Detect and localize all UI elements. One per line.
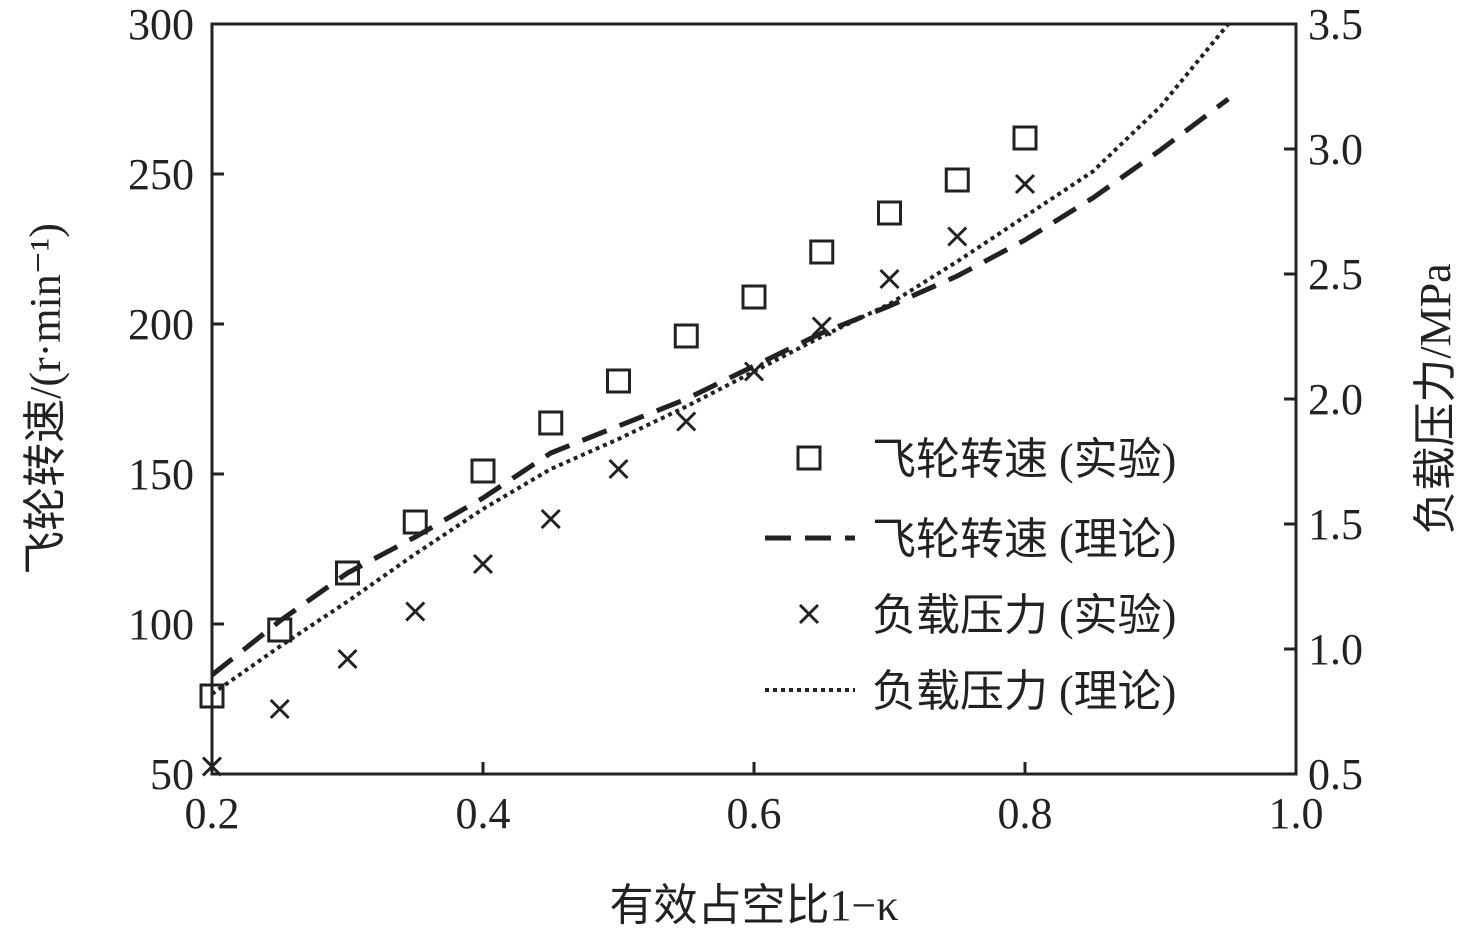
left-y-axis: 50 100 150 200 250 300: [128, 0, 224, 799]
right-y-tick-label: 3.5: [1308, 0, 1363, 49]
right-y-tick-label: 1.5: [1308, 500, 1363, 549]
pressure-point: [405, 601, 426, 622]
pressure-point: [947, 226, 968, 247]
speed-point: [1012, 125, 1038, 151]
theory-pressure-line: [210, 22, 1230, 696]
left-y-tick-label: 200: [128, 300, 194, 349]
pressure-point: [201, 756, 223, 777]
legend-label: 飞轮转速 (实验): [872, 435, 1176, 484]
x-tick-label: 0.8: [998, 789, 1053, 838]
right-y-tick-label: 2.5: [1308, 250, 1363, 299]
x-tick-label: 0.4: [456, 789, 511, 838]
legend-label: 负载压力 (理论): [872, 667, 1176, 716]
x-tick-label: 0.6: [727, 789, 782, 838]
speed-point: [741, 284, 767, 310]
series-1: [210, 97, 1230, 677]
speed-point: [877, 200, 902, 226]
speed-point: [470, 458, 496, 484]
legend-cross-icon: [798, 603, 820, 625]
plot-frame: [210, 22, 1298, 776]
left-y-tick-label: 100: [128, 600, 194, 649]
pressure-point: [337, 648, 358, 670]
legend-item: 负载压力 (实验): [798, 591, 1176, 640]
x-axis-title: 有效占空比1−κ: [610, 881, 899, 930]
legend-label: 飞轮转速 (理论): [872, 515, 1176, 564]
series-layer: [199, 22, 1230, 777]
series-2: [201, 173, 1036, 777]
left-y-tick-label: 50: [150, 750, 194, 799]
right-y-axis-title: 负载压力/MPa: [1411, 263, 1460, 534]
speed-point: [944, 167, 970, 193]
speed-point: [606, 368, 631, 394]
pressure-point: [472, 553, 494, 575]
pressure-point: [676, 411, 697, 432]
theory-speed-line: [210, 97, 1230, 677]
left-y-tick-label: 250: [128, 150, 194, 199]
right-y-axis: 0.5 1.0 1.5 2.0 2.5 3.0 3.5: [1284, 0, 1363, 799]
series-3: [210, 22, 1230, 696]
x-tick-label: 0.2: [185, 789, 240, 838]
speed-point: [538, 410, 564, 436]
right-y-tick-label: 0.5: [1308, 750, 1363, 799]
legend-item: 飞轮转速 (理论): [765, 515, 1176, 564]
pressure-point: [608, 458, 629, 480]
x-axis: 0.2 0.4 0.6 0.8 1.0: [185, 762, 1324, 838]
speed-point: [809, 239, 835, 265]
pressure-point: [540, 508, 561, 530]
legend-label: 负载压力 (实验): [872, 591, 1176, 640]
left-y-tick-label: 300: [128, 0, 194, 49]
speed-point: [402, 509, 428, 535]
speed-point: [673, 323, 699, 349]
right-y-tick-label: 2.0: [1308, 375, 1363, 424]
x-tick-label: 1.0: [1269, 789, 1324, 838]
legend-item: 飞轮转速 (实验): [796, 435, 1176, 484]
speed-point: [335, 560, 360, 586]
pressure-point: [269, 698, 290, 720]
right-y-tick-label: 3.0: [1308, 125, 1363, 174]
pressure-point: [879, 268, 900, 290]
speed-point: [199, 683, 225, 709]
legend: 飞轮转速 (实验) 飞轮转速 (理论) 负载压力 (实验) 负载压力 (理论): [765, 435, 1176, 716]
legend-square-icon: [796, 445, 822, 471]
pressure-point: [1014, 173, 1036, 195]
left-y-axis-title: 飞轮转速/(r·min⁻¹): [21, 223, 70, 575]
right-y-tick-label: 1.0: [1308, 625, 1363, 674]
legend-item: 负载压力 (理论): [765, 667, 1176, 716]
left-y-tick-label: 150: [128, 450, 194, 499]
